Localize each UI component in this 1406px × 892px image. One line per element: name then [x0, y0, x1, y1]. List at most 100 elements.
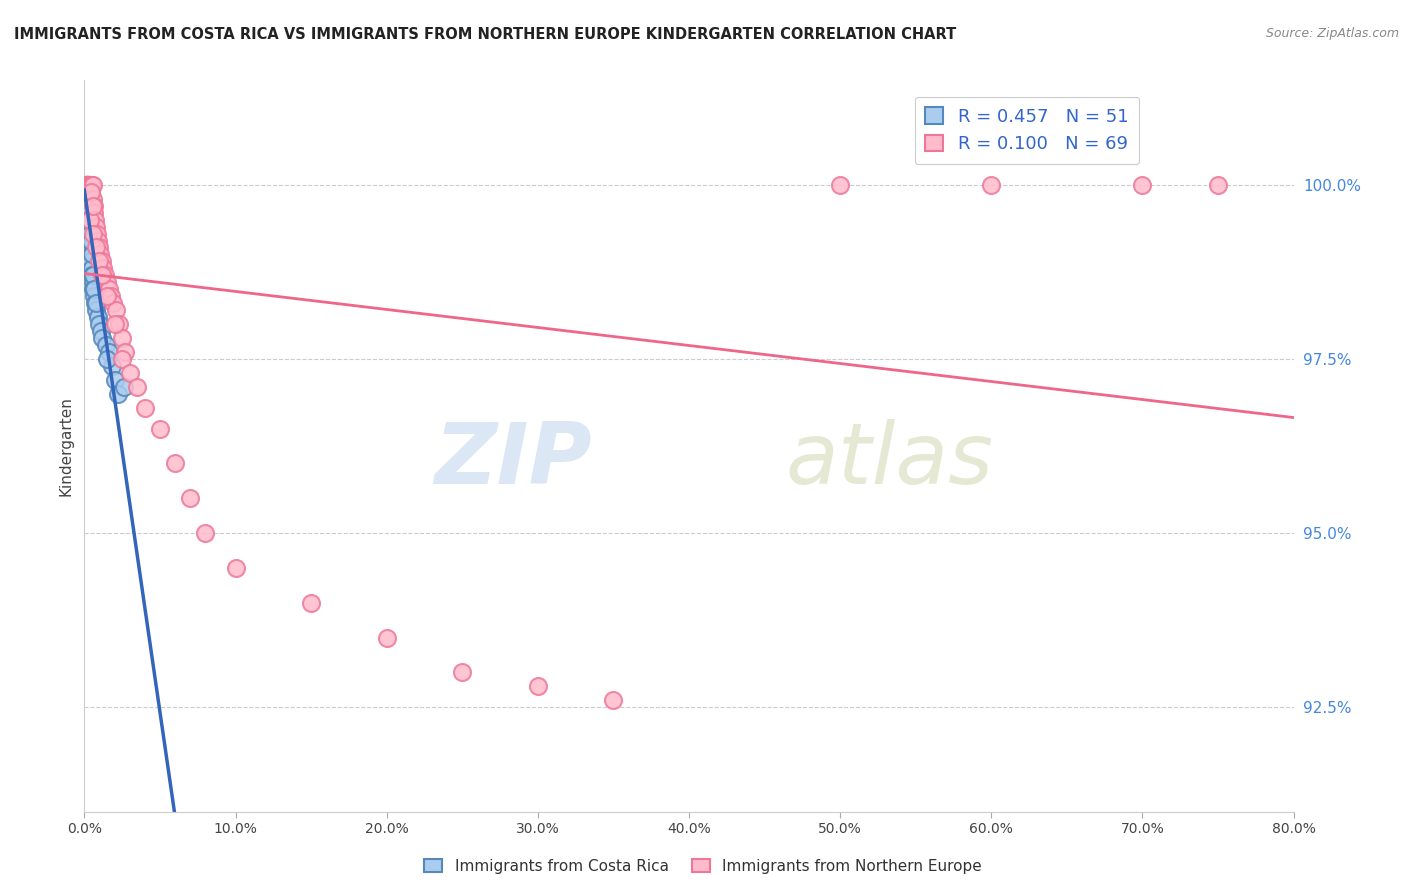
Point [104, 303, 127, 318]
Point [76, 178, 98, 192]
Text: Source: ZipAtlas.com: Source: ZipAtlas.com [1265, 27, 1399, 40]
Point [76, 178, 98, 192]
Point [80, 254, 103, 268]
Point [79, 219, 101, 234]
Point [87, 310, 110, 325]
Point [75, 178, 97, 192]
Point [97, 345, 120, 359]
Point [76, 178, 98, 192]
Point [194, 526, 217, 541]
Point [79, 178, 101, 192]
Point [118, 366, 141, 380]
Point [104, 373, 127, 387]
Point [77, 205, 100, 219]
Point [76, 178, 98, 192]
Point [80, 178, 103, 192]
Point [76, 178, 98, 192]
Point [79, 178, 101, 192]
Legend: R = 0.457   N = 51, R = 0.100   N = 69: R = 0.457 N = 51, R = 0.100 N = 69 [914, 96, 1139, 164]
Text: atlas: atlas [786, 419, 994, 502]
Point [89, 254, 111, 268]
Point [91, 268, 114, 283]
Point [80, 261, 103, 276]
Point [77, 178, 100, 192]
Point [1206, 178, 1229, 192]
Point [527, 679, 550, 693]
Point [96, 351, 118, 366]
Point [76, 178, 98, 192]
Point [76, 178, 98, 192]
Point [87, 240, 110, 254]
Legend: Immigrants from Costa Rica, Immigrants from Northern Europe: Immigrants from Costa Rica, Immigrants f… [418, 853, 988, 880]
Point [97, 282, 120, 296]
Point [79, 178, 101, 192]
Point [75, 178, 97, 192]
Point [75, 178, 97, 192]
Point [82, 199, 104, 213]
Point [83, 205, 105, 219]
Point [83, 282, 105, 296]
Point [83, 289, 105, 303]
Point [76, 178, 98, 192]
Point [830, 178, 852, 192]
Point [79, 234, 101, 248]
Point [77, 199, 100, 213]
Point [80, 247, 103, 261]
Point [77, 212, 100, 227]
Point [76, 178, 98, 192]
Point [107, 386, 129, 401]
Point [79, 240, 101, 254]
Point [375, 631, 398, 645]
Text: ZIP: ZIP [434, 419, 592, 502]
Point [225, 561, 247, 575]
Y-axis label: Kindergarten: Kindergarten [58, 396, 73, 496]
Point [89, 247, 111, 261]
Point [134, 401, 156, 415]
Point [76, 178, 98, 192]
Point [76, 178, 98, 192]
Point [82, 282, 104, 296]
Point [114, 345, 136, 359]
Point [94, 338, 117, 352]
Point [100, 359, 122, 373]
Point [127, 380, 149, 394]
Point [82, 178, 104, 192]
Point [86, 303, 108, 318]
Point [84, 219, 107, 234]
Point [89, 317, 111, 331]
Point [1132, 178, 1154, 192]
Point [80, 185, 103, 199]
Point [80, 178, 103, 192]
Point [82, 268, 104, 283]
Point [94, 268, 117, 283]
Point [107, 317, 129, 331]
Point [104, 317, 127, 331]
Point [90, 254, 112, 268]
Point [82, 247, 104, 261]
Point [76, 178, 98, 192]
Point [77, 192, 100, 206]
Point [76, 178, 98, 192]
Point [91, 331, 114, 345]
Point [80, 234, 103, 248]
Point [77, 178, 100, 192]
Point [299, 596, 322, 610]
Point [75, 178, 97, 192]
Point [82, 275, 104, 289]
Point [602, 693, 624, 707]
Point [91, 261, 114, 276]
Point [80, 268, 103, 283]
Point [76, 178, 98, 192]
Point [90, 324, 112, 338]
Point [86, 227, 108, 241]
Point [111, 351, 134, 366]
Point [75, 178, 97, 192]
Point [79, 178, 101, 192]
Point [101, 296, 124, 310]
Point [75, 178, 97, 192]
Point [96, 275, 118, 289]
Point [100, 289, 122, 303]
Point [79, 227, 101, 241]
Point [76, 178, 98, 192]
Text: IMMIGRANTS FROM COSTA RICA VS IMMIGRANTS FROM NORTHERN EUROPE KINDERGARTEN CORRE: IMMIGRANTS FROM COSTA RICA VS IMMIGRANTS… [14, 27, 956, 42]
